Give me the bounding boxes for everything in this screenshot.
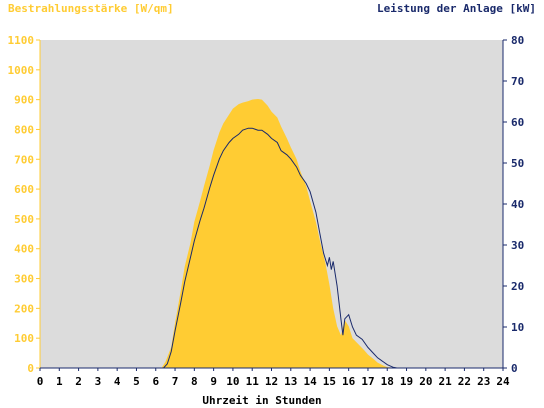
x-tick-label: 14	[303, 375, 317, 388]
left-tick-label: 1000	[8, 64, 35, 77]
x-tick-label: 1	[56, 375, 63, 388]
right-tick-label: 50	[511, 157, 524, 170]
left-tick-label: 600	[14, 183, 34, 196]
left-tick-label: 100	[14, 332, 34, 345]
x-tick-label: 20	[419, 375, 432, 388]
x-tick-label: 4	[114, 375, 121, 388]
right-tick-label: 10	[511, 321, 524, 334]
x-tick-labels: 0 1 2 3 4 5 6 7 8 9 10 11 12 13 14 15 16 17 18 19 20 21 22 23 24	[37, 368, 510, 388]
x-tick-label: 15	[323, 375, 336, 388]
right-tick-label: 0	[511, 362, 518, 375]
x-tick-label: 21	[439, 375, 453, 388]
power-line	[40, 127, 503, 369]
right-tick-labels: 0 10 20 30 40 50 60 70 80	[503, 34, 524, 375]
left-tick-label: 1100	[8, 34, 35, 47]
power-line-layer	[40, 127, 503, 369]
left-tick-label: 800	[14, 123, 34, 136]
x-tick-label: 23	[477, 375, 490, 388]
left-tick-labels: 0 100 200 300 400 500 600 700 800 900 1000 1100	[8, 34, 40, 375]
x-tick-label: 12	[265, 375, 278, 388]
left-tick-label: 0	[27, 362, 34, 375]
right-axis-title: Leistung der Anlage [kW]	[377, 2, 536, 15]
left-tick-label: 300	[14, 273, 34, 286]
x-tick-label: 13	[284, 375, 297, 388]
left-tick-label: 200	[14, 302, 34, 315]
left-tick-label: 500	[14, 213, 34, 226]
right-tick-label: 20	[511, 280, 524, 293]
x-tick-label: 2	[75, 375, 82, 388]
irradiance-area-layer	[40, 99, 503, 368]
x-axis-title: Uhrzeit in Stunden	[202, 394, 321, 407]
right-tick-label: 80	[511, 34, 524, 47]
right-tick-label: 60	[511, 116, 524, 129]
x-tick-label: 9	[210, 375, 217, 388]
x-tick-label: 0	[37, 375, 44, 388]
x-tick-label: 19	[400, 375, 413, 388]
x-tick-label: 24	[496, 375, 510, 388]
x-tick-label: 16	[342, 375, 356, 388]
right-tick-label: 70	[511, 75, 524, 88]
left-tick-label: 900	[14, 94, 34, 107]
x-tick-label: 5	[133, 375, 140, 388]
right-tick-label: 40	[511, 198, 524, 211]
x-tick-label: 6	[152, 375, 159, 388]
x-tick-label: 3	[95, 375, 102, 388]
x-tick-label: 8	[191, 375, 198, 388]
x-tick-label: 7	[172, 375, 179, 388]
x-tick-label: 18	[381, 375, 394, 388]
x-tick-label: 17	[361, 375, 374, 388]
left-tick-label: 700	[14, 153, 34, 166]
left-axis-title: Bestrahlungsstärke [W/qm]	[8, 2, 174, 15]
x-tick-label: 11	[246, 375, 260, 388]
left-tick-label: 400	[14, 243, 34, 256]
irradiance-area	[40, 99, 503, 368]
right-tick-label: 30	[511, 239, 524, 252]
x-tick-label: 10	[226, 375, 239, 388]
x-tick-label: 22	[458, 375, 471, 388]
